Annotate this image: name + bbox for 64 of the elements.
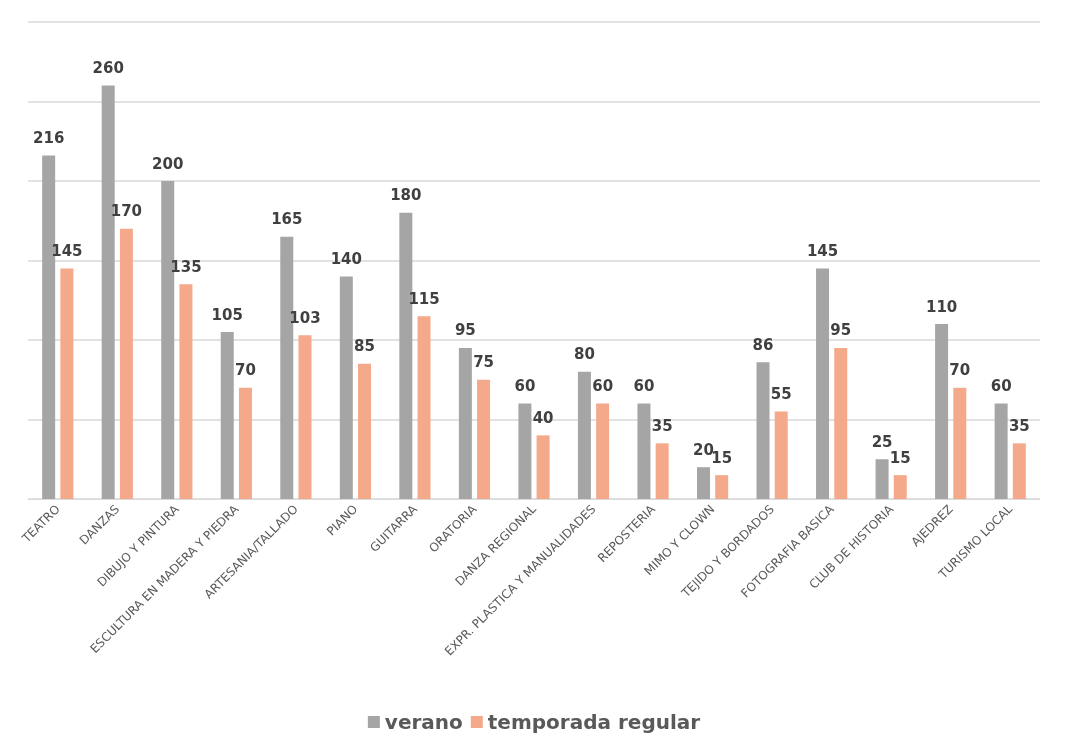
data-label: 20 bbox=[693, 440, 714, 459]
data-label: 115 bbox=[408, 289, 440, 308]
data-label: 170 bbox=[110, 202, 143, 221]
data-label: 145 bbox=[51, 241, 83, 260]
data-label: 135 bbox=[170, 257, 202, 276]
legend-label: temporada regular bbox=[487, 710, 701, 734]
data-label: 55 bbox=[770, 385, 792, 404]
bar bbox=[774, 411, 788, 499]
data-label: 70 bbox=[235, 361, 256, 380]
bar bbox=[339, 276, 353, 499]
bar bbox=[696, 467, 710, 499]
bar bbox=[637, 403, 651, 499]
data-label: 15 bbox=[889, 448, 911, 467]
data-label: 60 bbox=[592, 377, 614, 396]
bar bbox=[60, 268, 74, 499]
bar bbox=[834, 347, 848, 499]
data-label: 140 bbox=[330, 249, 362, 268]
bar bbox=[994, 403, 1008, 499]
data-label: 70 bbox=[949, 361, 971, 380]
data-label: 35 bbox=[651, 416, 673, 435]
bar bbox=[596, 403, 610, 499]
bar bbox=[477, 379, 491, 499]
data-label: 35 bbox=[1008, 416, 1030, 435]
data-label: 103 bbox=[289, 308, 321, 327]
data-label: 145 bbox=[806, 241, 839, 260]
bar bbox=[875, 459, 889, 499]
bar bbox=[518, 403, 532, 499]
data-label: 60 bbox=[514, 377, 536, 396]
bar bbox=[358, 363, 372, 499]
data-label: 40 bbox=[532, 408, 554, 427]
data-label: 60 bbox=[633, 377, 655, 396]
data-label: 110 bbox=[925, 297, 958, 316]
data-label: 25 bbox=[871, 432, 893, 451]
data-label: 95 bbox=[454, 321, 476, 340]
data-label: 260 bbox=[92, 59, 124, 78]
data-label: 60 bbox=[990, 377, 1012, 396]
data-label: 180 bbox=[390, 186, 422, 205]
data-label: 105 bbox=[211, 305, 243, 324]
bar bbox=[655, 443, 669, 499]
bar bbox=[298, 335, 312, 499]
data-label: 95 bbox=[830, 321, 852, 340]
data-label: 80 bbox=[573, 345, 595, 364]
bar bbox=[953, 387, 967, 499]
bar bbox=[536, 435, 550, 499]
bar bbox=[715, 475, 729, 499]
data-label: 85 bbox=[354, 337, 375, 356]
data-label: 216 bbox=[33, 129, 65, 148]
bar bbox=[935, 324, 949, 499]
bar bbox=[220, 332, 234, 499]
data-label: 75 bbox=[473, 353, 495, 372]
bar bbox=[458, 347, 472, 499]
bar bbox=[816, 268, 830, 499]
bar bbox=[179, 284, 193, 499]
bar bbox=[893, 475, 907, 499]
data-label: 165 bbox=[271, 210, 303, 229]
bar bbox=[577, 371, 591, 499]
bar bbox=[756, 362, 770, 499]
legend-label: verano bbox=[384, 710, 463, 734]
bar bbox=[417, 316, 431, 499]
data-label: 200 bbox=[152, 154, 184, 173]
bar bbox=[119, 228, 133, 499]
data-label: 86 bbox=[752, 335, 774, 354]
bar bbox=[238, 387, 252, 499]
bar bbox=[1012, 443, 1026, 499]
